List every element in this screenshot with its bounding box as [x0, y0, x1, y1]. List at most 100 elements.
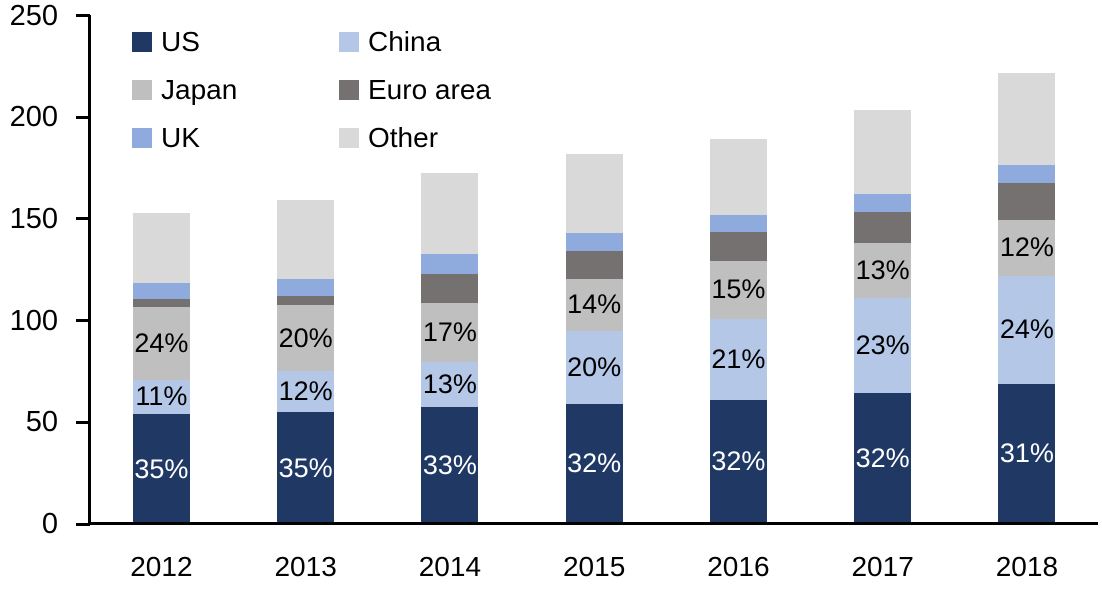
- legend-swatch-uk-icon: [132, 128, 152, 148]
- x-axis-label-2016: 2016: [707, 551, 770, 582]
- bar-label-china-2014: 13%: [422, 369, 477, 400]
- bar-segment-us-2016: [709, 399, 767, 524]
- bar-segment-other-2015: [565, 153, 623, 234]
- x-axis-label-2012: 2012: [130, 551, 193, 582]
- legend-swatch-japan-icon: [132, 80, 152, 100]
- bar-segment-us-2018: [998, 383, 1056, 524]
- y-axis-label-150: 150: [9, 202, 58, 235]
- x-axis-label-2018: 2018: [995, 551, 1059, 582]
- bar-segment-euro-area-2017: [854, 211, 912, 244]
- legend-label-china: China: [368, 26, 442, 57]
- bar-segment-us-2012: [132, 414, 190, 524]
- bar-label-china-2016: 21%: [711, 343, 766, 374]
- bar-label-us-2013: 35%: [278, 452, 333, 483]
- bar-label-china-2018: 24%: [999, 314, 1054, 345]
- bar-segment-uk-2013: [277, 278, 335, 297]
- x-axis-label-2014: 2014: [418, 551, 482, 582]
- x-axis-label-2017: 2017: [851, 551, 914, 582]
- bar-label-china-2013: 12%: [278, 376, 333, 407]
- legend-label-euro-area: Euro area: [368, 74, 491, 105]
- bar-segment-china-2016: [709, 318, 767, 400]
- y-axis-tick-0: [76, 522, 90, 526]
- bar-segment-euro-area-2018: [998, 183, 1056, 220]
- y-axis-label-200: 200: [9, 101, 58, 134]
- bar-segment-japan-2014: [421, 303, 479, 363]
- legend-item-uk: UK: [132, 122, 339, 154]
- y-axis-tick-150: [76, 217, 90, 221]
- legend-label-uk: UK: [161, 122, 200, 153]
- legend: US China Japan Euro area UK Other: [132, 18, 491, 162]
- legend-item-euro-area: Euro area: [339, 74, 491, 106]
- bar-segment-china-2018: [998, 275, 1056, 384]
- bar-segment-japan-2015: [565, 278, 623, 331]
- legend-swatch-china-icon: [339, 32, 359, 52]
- bar-label-japan-2018: 12%: [999, 232, 1054, 263]
- bar-segment-us-2015: [565, 403, 623, 524]
- y-axis-tick-100: [76, 319, 90, 323]
- legend-item-us: US: [132, 26, 339, 58]
- y-axis-line: [88, 15, 91, 525]
- legend-label-other: Other: [368, 122, 439, 153]
- bar-label-japan-2014: 17%: [422, 317, 477, 348]
- bar-label-us-2015: 32%: [567, 448, 622, 479]
- bar-segment-japan-2012: [132, 307, 190, 380]
- y-axis-label-100: 100: [9, 304, 58, 337]
- bar-label-us-2016: 32%: [711, 446, 766, 477]
- legend-swatch-other-icon: [339, 128, 359, 148]
- bar-label-japan-2013: 20%: [278, 322, 333, 353]
- bar-segment-other-2013: [277, 199, 335, 279]
- bar-segment-other-2017: [854, 110, 912, 195]
- bar-label-us-2012: 35%: [134, 453, 189, 484]
- legend-label-japan: Japan: [161, 74, 238, 105]
- bar-segment-japan-2018: [998, 219, 1056, 276]
- bar-label-us-2014: 33%: [422, 450, 477, 481]
- x-axis-label-2013: 2013: [274, 551, 337, 582]
- y-axis-tick-250: [76, 14, 90, 17]
- bar-segment-japan-2013: [277, 305, 335, 372]
- y-axis-label-50: 50: [25, 406, 58, 439]
- x-axis-label-2015: 2015: [562, 551, 626, 582]
- bar-segment-other-2012: [132, 212, 190, 283]
- bar-segment-uk-2018: [998, 164, 1056, 184]
- bar-segment-china-2014: [421, 362, 479, 408]
- bar-segment-china-2013: [277, 371, 335, 413]
- legend-item-china: China: [339, 26, 491, 58]
- bar-segment-china-2012: [132, 379, 190, 415]
- bar-label-us-2017: 32%: [855, 442, 910, 473]
- y-axis-label-250: 250: [9, 0, 58, 32]
- bar-segment-us-2013: [277, 412, 335, 524]
- bar-segment-other-2014: [421, 173, 479, 255]
- bar-segment-us-2014: [421, 407, 479, 524]
- bar-label-china-2017: 23%: [855, 330, 910, 361]
- bar-label-china-2012: 11%: [135, 381, 188, 412]
- y-axis-tick-200: [76, 115, 90, 119]
- bar-segment-euro-area-2013: [277, 296, 335, 306]
- x-axis-line: [88, 522, 1098, 525]
- bar-label-japan-2016: 15%: [711, 274, 766, 305]
- legend-label-us: US: [161, 26, 200, 57]
- bar-segment-china-2017: [854, 298, 912, 393]
- legend-swatch-us-icon: [132, 32, 152, 52]
- bar-segment-other-2018: [998, 73, 1056, 165]
- bar-segment-japan-2016: [709, 260, 767, 319]
- bar-segment-euro-area-2014: [421, 273, 479, 304]
- y-axis-tick-50: [76, 420, 90, 424]
- bar-segment-euro-area-2015: [565, 251, 623, 279]
- legend-item-japan: Japan: [132, 74, 339, 106]
- bar-segment-euro-area-2012: [132, 299, 190, 308]
- bar-segment-uk-2015: [565, 233, 623, 252]
- legend-swatch-euro-area-icon: [339, 80, 359, 100]
- bar-segment-uk-2014: [421, 254, 479, 274]
- bar-segment-uk-2017: [854, 194, 912, 212]
- bar-label-japan-2012: 24%: [134, 327, 189, 358]
- bar-label-japan-2017: 13%: [855, 255, 910, 286]
- bar-segment-china-2015: [565, 330, 623, 404]
- bar-segment-us-2017: [854, 392, 912, 524]
- bar-segment-euro-area-2016: [709, 232, 767, 261]
- y-axis-label-0: 0: [41, 508, 58, 540]
- legend-item-other: Other: [339, 122, 491, 154]
- bar-label-us-2018: 31%: [999, 438, 1054, 469]
- bar-label-china-2015: 20%: [567, 351, 622, 382]
- bar-segment-uk-2012: [132, 282, 190, 300]
